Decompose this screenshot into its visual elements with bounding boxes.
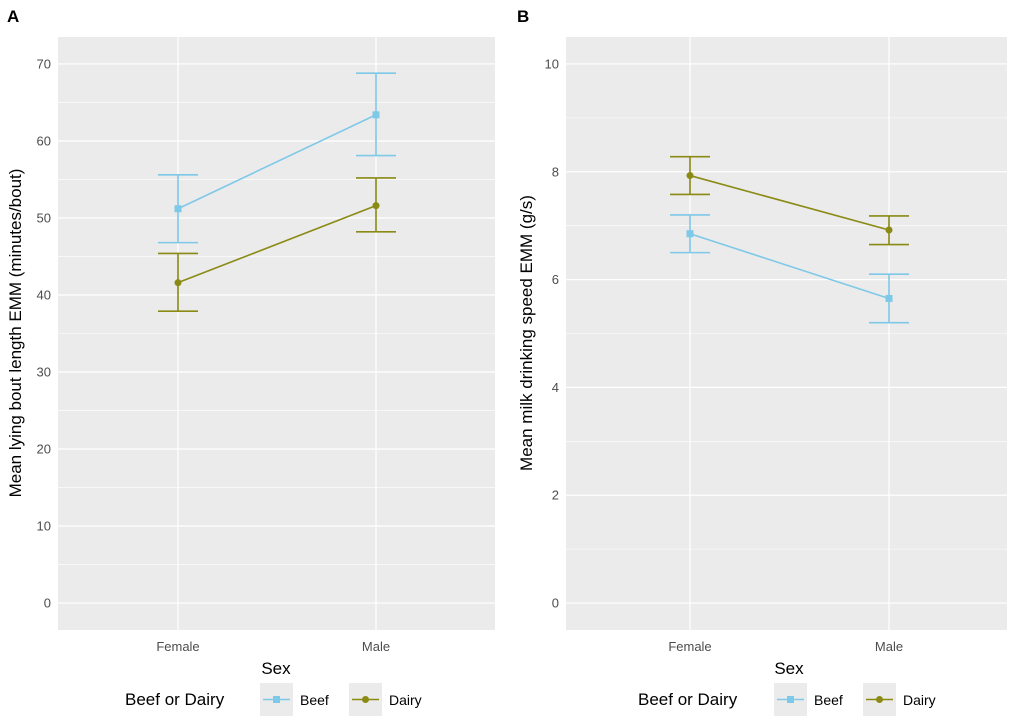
y-tick-label: 20 — [37, 442, 51, 457]
x-tick-label: Male — [362, 639, 390, 654]
data-point-beef — [174, 205, 182, 213]
data-point-dairy — [885, 226, 893, 234]
y-tick-label: 8 — [552, 164, 559, 179]
legend-label-beef-a: Beef — [300, 692, 329, 708]
data-point-beef — [372, 111, 380, 119]
y-tick-label: 40 — [37, 287, 51, 302]
legend-keys-a — [260, 683, 382, 716]
x-tick-labels-b: Female Male — [668, 639, 903, 654]
y-tick-label: 10 — [37, 519, 51, 534]
y-tick-label: 6 — [552, 272, 559, 287]
panel-label-a: A — [7, 7, 19, 26]
series-line-dairy — [177, 204, 377, 284]
legend-title-a: Beef or Dairy — [125, 690, 225, 709]
legend-b: Beef or Dairy Beef Dairy — [638, 683, 936, 716]
y-tick-label: 30 — [37, 365, 51, 380]
legend-key-marker-beef — [273, 696, 280, 703]
y-axis-title-a: Mean lying bout length EMM (minutes/bout… — [6, 169, 25, 498]
panel-a: A 0 10 20 30 40 50 60 70 Female Male Mean lying … — [6, 7, 495, 716]
data-point-beef — [885, 294, 893, 302]
y-tick-label: 70 — [37, 56, 51, 71]
data-marks-b — [670, 155, 909, 324]
y-tick-label: 10 — [545, 56, 559, 71]
gridlines-a — [58, 37, 495, 630]
legend-a: Beef or Dairy Beef Dairy — [125, 683, 422, 716]
x-tick-label: Female — [156, 639, 199, 654]
panel-label-b: B — [517, 7, 529, 26]
legend-key-marker-dairy — [876, 696, 883, 703]
y-tick-label: 0 — [44, 596, 51, 611]
series-line-dairy — [689, 174, 890, 231]
y-tick-labels-a: 0 10 20 30 40 50 60 70 — [37, 56, 51, 610]
data-point-dairy — [174, 279, 182, 287]
y-axis-title-b: Mean milk drinking speed EMM (g/s) — [517, 195, 536, 471]
legend-keys-b — [774, 683, 896, 716]
y-tick-label: 50 — [37, 210, 51, 225]
legend-key-marker-beef — [787, 696, 794, 703]
legend-label-dairy-a: Dairy — [389, 692, 422, 708]
legend-label-beef-b: Beef — [814, 692, 843, 708]
legend-key-marker-dairy — [362, 696, 369, 703]
data-point-beef — [686, 230, 694, 238]
data-marks-a — [158, 72, 396, 312]
x-tick-label: Female — [668, 639, 711, 654]
data-point-dairy — [372, 202, 380, 210]
y-tick-label: 4 — [552, 380, 559, 395]
legend-title-b: Beef or Dairy — [638, 690, 738, 709]
y-tick-label: 60 — [37, 133, 51, 148]
data-point-dairy — [686, 172, 694, 180]
x-axis-title-a: Sex — [261, 659, 291, 678]
y-tick-label: 0 — [552, 596, 559, 611]
x-axis-title-b: Sex — [774, 659, 804, 678]
x-tick-labels-a: Female Male — [156, 639, 390, 654]
series-line-beef — [689, 233, 890, 300]
x-tick-label: Male — [875, 639, 903, 654]
gridlines-b — [566, 37, 1007, 630]
panel-b: B 0 2 4 6 8 10 Female Male Mean milk drinking … — [517, 7, 1007, 716]
y-tick-label: 2 — [552, 488, 559, 503]
y-tick-labels-b: 0 2 4 6 8 10 — [545, 56, 559, 610]
series-line-beef — [177, 114, 377, 210]
legend-label-dairy-b: Dairy — [903, 692, 936, 708]
